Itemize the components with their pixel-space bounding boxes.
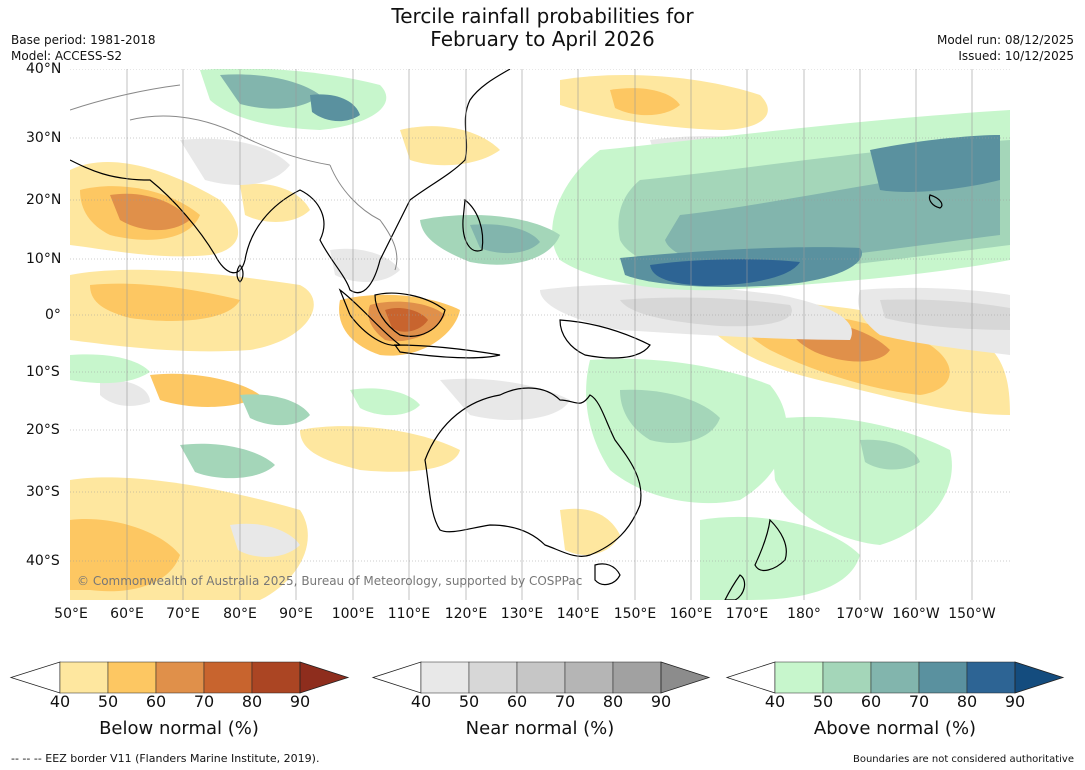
colorbar-below-normal bbox=[9, 661, 350, 694]
boundary-disclaimer: Boundaries are not considered authoritat… bbox=[852, 754, 1074, 765]
lat-label: 10°S bbox=[26, 364, 60, 380]
title-line-2: February to April 2026 bbox=[430, 27, 655, 51]
colorbar-tick-label: 40 bbox=[764, 692, 786, 711]
colorbar-high-extension bbox=[1014, 661, 1065, 694]
map-title: Tercile rainfall probabilities for Febru… bbox=[0, 5, 1085, 51]
colorbar-segment bbox=[59, 661, 109, 694]
copyright-notice: © Commonwealth of Australia 2025, Bureau… bbox=[77, 574, 583, 588]
colorbar-segment bbox=[251, 661, 301, 694]
lat-label: 40°N bbox=[26, 61, 62, 77]
lon-label: 70°E bbox=[166, 606, 200, 622]
lon-label: 120°E bbox=[444, 606, 488, 622]
metadata-left: Base period: 1981-2018 Model: ACCESS-S2 bbox=[11, 32, 156, 64]
colorbar-tick-label: 70 bbox=[193, 692, 215, 711]
colorbar-segment bbox=[155, 661, 205, 694]
lon-label: 90°E bbox=[279, 606, 313, 622]
colorbar-low-extension bbox=[9, 661, 61, 694]
colorbar-near-title: Near normal (%) bbox=[465, 718, 615, 739]
lon-label: 180° bbox=[787, 606, 821, 622]
colorbar-tick-label: 90 bbox=[650, 692, 672, 711]
colorbar-high-extension bbox=[660, 661, 711, 694]
metadata-right: Model run: 08/12/2025 Issued: 10/12/2025 bbox=[937, 32, 1074, 64]
colorbar-high-extension bbox=[299, 661, 350, 694]
lon-label: 170°E bbox=[725, 606, 769, 622]
lon-label: 150°W bbox=[948, 606, 996, 622]
colorbar-tick-label: 40 bbox=[49, 692, 71, 711]
lon-label: 160°W bbox=[892, 606, 940, 622]
lon-label: 100°E bbox=[331, 606, 375, 622]
probability-field bbox=[70, 69, 1010, 600]
colorbar-segment bbox=[107, 661, 157, 694]
colorbar-segment bbox=[468, 661, 518, 694]
lon-label: 80°E bbox=[223, 606, 257, 622]
lon-label: 160°E bbox=[669, 606, 713, 622]
lon-label: 110°E bbox=[387, 606, 431, 622]
lat-label: 10°N bbox=[26, 251, 62, 267]
lon-label: 50°E bbox=[54, 606, 88, 622]
colorbar-low-extension bbox=[725, 661, 776, 694]
lon-label: 130°E bbox=[500, 606, 544, 622]
colorbar-tick-label: 50 bbox=[812, 692, 834, 711]
colorbar-segment bbox=[420, 661, 470, 694]
base-period: Base period: 1981-2018 bbox=[11, 33, 156, 47]
colorbar-segment bbox=[870, 661, 920, 694]
colorbar-tick-label: 40 bbox=[410, 692, 432, 711]
lon-label: 170°W bbox=[836, 606, 884, 622]
eez-legend: -- -- -- EEZ border V11 (Flanders Marine… bbox=[11, 752, 320, 765]
colorbar-tick-label: 90 bbox=[1004, 692, 1026, 711]
colorbar-above-title: Above normal (%) bbox=[813, 718, 977, 739]
colorbar-tick-label: 80 bbox=[241, 692, 263, 711]
colorbar-above-normal bbox=[725, 661, 1065, 694]
colorbar-segment bbox=[516, 661, 566, 694]
model-name: Model: ACCESS-S2 bbox=[11, 49, 123, 63]
colorbar-near-normal bbox=[371, 661, 711, 694]
colorbar-tick-label: 90 bbox=[289, 692, 311, 711]
lat-label: 0° bbox=[45, 307, 61, 323]
model-run: Model run: 08/12/2025 bbox=[936, 33, 1074, 47]
colorbar-segment bbox=[612, 661, 662, 694]
colorbar-tick-label: 80 bbox=[602, 692, 624, 711]
lat-label: 30°N bbox=[26, 130, 62, 146]
colorbar-tick-label: 60 bbox=[506, 692, 528, 711]
colorbar-tick-label: 50 bbox=[97, 692, 119, 711]
gridlines bbox=[70, 69, 1010, 562]
colorbar-tick-label: 70 bbox=[554, 692, 576, 711]
lon-label: 140°E bbox=[556, 606, 600, 622]
lon-label: 150°E bbox=[613, 606, 657, 622]
colorbar-tick-label: 80 bbox=[956, 692, 978, 711]
meridians bbox=[126, 69, 973, 600]
colorbar-segment bbox=[822, 661, 872, 694]
colorbar-low-extension bbox=[371, 661, 422, 694]
colorbar-segment bbox=[966, 661, 1016, 694]
lat-label: 40°S bbox=[26, 553, 60, 569]
lat-label: 30°S bbox=[26, 484, 60, 500]
colorbar-segment bbox=[564, 661, 614, 694]
lat-label: 20°N bbox=[26, 192, 62, 208]
issued-date: Issued: 10/12/2025 bbox=[958, 49, 1074, 63]
colorbar-segment bbox=[203, 661, 253, 694]
colorbar-segment bbox=[774, 661, 824, 694]
colorbar-below-title: Below normal (%) bbox=[99, 718, 259, 739]
lat-label: 20°S bbox=[26, 422, 60, 438]
colorbar-tick-label: 60 bbox=[145, 692, 167, 711]
colorbar-tick-label: 50 bbox=[458, 692, 480, 711]
lon-label: 60°E bbox=[110, 606, 144, 622]
colorbar-tick-label: 70 bbox=[908, 692, 930, 711]
colorbar-tick-label: 60 bbox=[860, 692, 882, 711]
title-line-1: Tercile rainfall probabilities for bbox=[391, 4, 694, 28]
colorbar-segment bbox=[918, 661, 968, 694]
